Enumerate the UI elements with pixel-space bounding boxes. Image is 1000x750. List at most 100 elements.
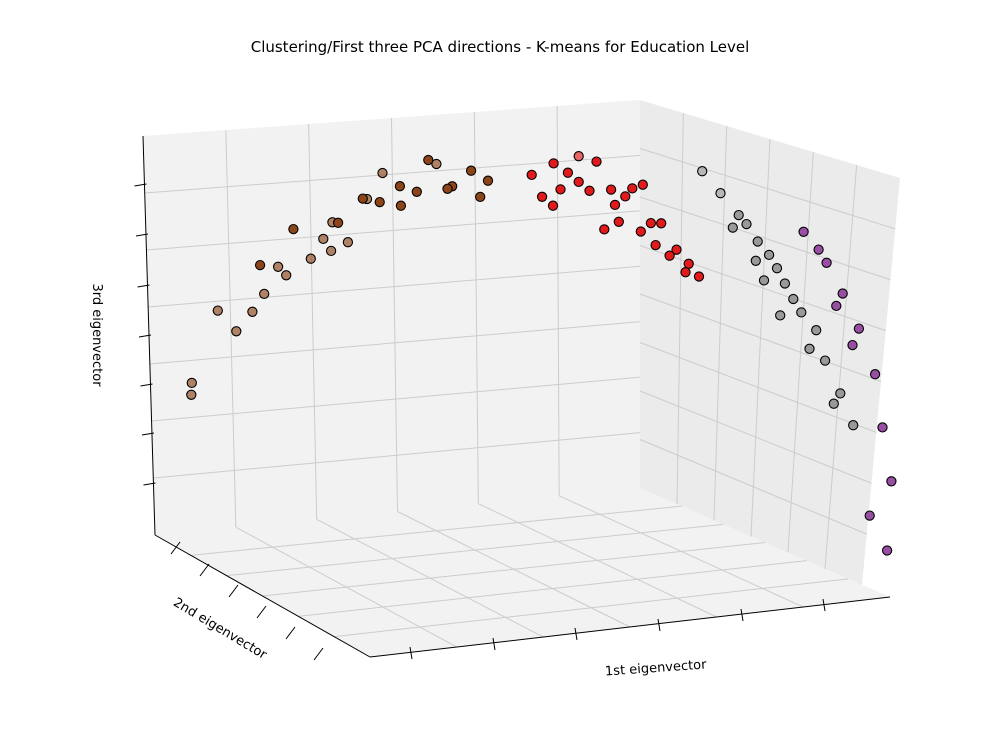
point-cluster-2 <box>779 278 791 289</box>
point-cluster-0 <box>342 237 354 248</box>
point-cluster-2 <box>819 355 831 366</box>
point-cluster-1 <box>664 250 675 261</box>
grid-line <box>308 123 318 520</box>
point-cluster-1 <box>693 271 705 282</box>
x-axis-line <box>369 596 891 658</box>
point-cluster-0 <box>281 270 292 281</box>
point-cluster-2 <box>788 293 799 305</box>
point-cluster-2 <box>741 218 752 230</box>
point-cluster-2 <box>804 343 815 354</box>
point-cluster-1 <box>526 169 537 181</box>
point-cluster-1 <box>620 191 631 202</box>
point-cluster-3 <box>821 257 832 268</box>
point-cluster-2 <box>835 388 846 399</box>
point-cluster-3 <box>881 545 893 556</box>
point-cluster-0 <box>377 167 388 179</box>
point-cluster-0 <box>374 196 385 208</box>
data-points <box>186 151 897 556</box>
point-cluster-3 <box>831 300 842 312</box>
point-cluster-0 <box>482 175 494 186</box>
grid-line <box>558 495 804 608</box>
chart-title: Clustering/First three PCA directions - … <box>251 38 750 56</box>
point-cluster-3 <box>864 510 875 521</box>
pane-right <box>640 100 900 585</box>
point-cluster-2 <box>752 236 763 247</box>
point-cluster-0 <box>411 186 422 197</box>
y-axis-line <box>154 534 371 658</box>
point-cluster-3 <box>847 339 858 351</box>
point-cluster-2 <box>697 166 708 177</box>
point-cluster-2 <box>758 275 770 286</box>
z-tick <box>138 334 152 338</box>
z-tick <box>140 383 153 387</box>
point-cluster-1 <box>656 218 667 229</box>
point-cluster-2 <box>775 310 786 321</box>
point-cluster-1 <box>637 179 648 190</box>
point-cluster-2 <box>727 222 738 233</box>
point-cluster-0 <box>465 165 477 176</box>
point-cluster-1 <box>573 151 584 162</box>
z-tick <box>135 233 149 237</box>
point-cluster-0 <box>259 288 270 300</box>
point-cluster-3 <box>877 422 888 433</box>
point-cluster-2 <box>828 398 839 409</box>
point-cluster-1 <box>609 199 621 211</box>
point-cluster-2 <box>848 420 859 431</box>
point-cluster-1 <box>536 191 548 202</box>
point-cluster-1 <box>683 258 694 269</box>
point-cluster-1 <box>680 267 691 278</box>
point-cluster-2 <box>811 325 822 336</box>
z-axis-label: 3rd eigenvector <box>89 283 104 387</box>
grid-line <box>750 138 771 537</box>
axis-ticks <box>134 183 826 661</box>
point-cluster-1 <box>584 185 595 196</box>
point-cluster-0 <box>318 233 329 245</box>
point-cluster-1 <box>562 167 574 178</box>
point-cluster-0 <box>357 193 368 204</box>
point-cluster-1 <box>573 176 584 188</box>
axis-panes <box>143 100 900 657</box>
point-cluster-1 <box>555 184 566 195</box>
y-tick <box>313 647 324 661</box>
point-cluster-0 <box>288 223 299 235</box>
point-cluster-0 <box>475 191 486 203</box>
x-axis-label: 1st eigenvector <box>605 657 708 679</box>
x-tick <box>822 598 826 612</box>
y-tick <box>228 584 239 598</box>
y-tick <box>285 626 296 640</box>
point-cluster-2 <box>733 209 744 221</box>
grid-line <box>225 129 237 528</box>
point-cluster-0 <box>231 326 242 337</box>
point-cluster-0 <box>254 259 266 271</box>
x-tick <box>657 618 661 632</box>
point-cluster-1 <box>547 200 559 211</box>
point-cluster-1 <box>627 183 638 194</box>
x-tick <box>740 608 744 622</box>
point-cluster-1 <box>671 244 682 255</box>
point-cluster-0 <box>305 253 316 264</box>
y-tick <box>170 541 181 555</box>
point-cluster-0 <box>272 261 284 272</box>
grid-line <box>391 117 398 512</box>
point-cluster-3 <box>813 244 824 255</box>
point-cluster-0 <box>442 183 453 194</box>
point-cluster-1 <box>605 184 617 195</box>
x-tick <box>492 637 496 651</box>
z-tick <box>141 432 155 436</box>
point-cluster-3 <box>837 288 848 299</box>
point-cluster-0 <box>423 154 434 166</box>
point-cluster-2 <box>715 188 726 199</box>
point-cluster-0 <box>212 305 223 316</box>
grid-line <box>787 151 814 553</box>
y-axis-label: 2nd eigenvector <box>170 595 269 663</box>
point-cluster-1 <box>591 156 602 167</box>
point-cluster-0 <box>186 389 197 400</box>
point-cluster-2 <box>763 249 775 261</box>
grid-lines <box>142 105 896 658</box>
x-tick <box>574 627 578 641</box>
grid-line <box>556 105 560 496</box>
y-tick <box>256 605 267 619</box>
x-tick <box>409 646 413 660</box>
point-cluster-3 <box>886 476 897 487</box>
